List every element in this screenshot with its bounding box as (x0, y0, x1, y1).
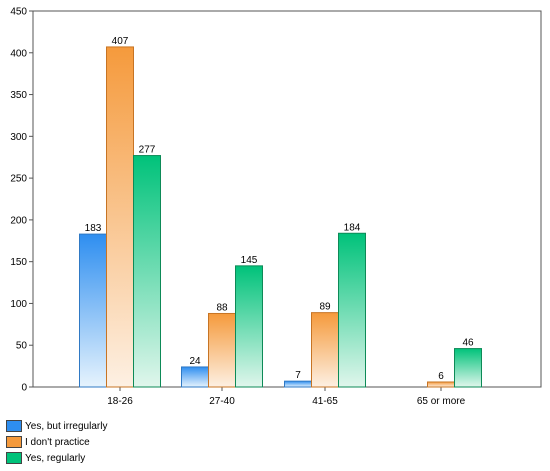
data-label: 145 (241, 255, 258, 266)
legend-item-dont-practice: I don't practice (6, 434, 107, 450)
y-tick-label: 250 (10, 174, 27, 185)
legend-swatch-yes-regularly (6, 452, 22, 464)
data-label: 407 (112, 36, 129, 47)
bar-i-don-t-practice-27-40 (208, 312, 236, 388)
bar-yes-but-irregularly-27-40 (181, 366, 209, 388)
data-label: 277 (139, 145, 156, 156)
bar-yes-regularly-18-26 (133, 155, 161, 388)
data-label: 6 (438, 371, 444, 382)
data-label: 7 (295, 370, 301, 381)
bar-yes-regularly-41-65 (338, 232, 366, 388)
data-label: 184 (344, 222, 361, 233)
legend-label-yes-irregularly: Yes, but irregularly (25, 420, 108, 432)
legend-label-yes-regularly: Yes, regularly (25, 452, 86, 464)
data-label: 183 (85, 223, 102, 234)
y-tick-label: 0 (21, 383, 27, 394)
legend-item-yes-regularly: Yes, regularly (6, 450, 107, 466)
legend-item-yes-irregularly: Yes, but irregularly (6, 418, 107, 434)
x-tick-label: 41-65 (312, 396, 338, 407)
x-tick-label: 65 or more (417, 396, 466, 407)
x-tick-label: 18-26 (107, 396, 133, 407)
y-tick-label: 50 (16, 341, 28, 352)
y-tick-label: 150 (10, 257, 27, 268)
y-tick-label: 400 (10, 48, 27, 59)
bar-i-don-t-practice-18-26 (106, 46, 134, 388)
bar-yes-but-irregularly-41-65 (284, 380, 312, 388)
x-tick-label: 27-40 (209, 396, 235, 407)
legend-swatch-dont-practice (6, 436, 22, 448)
data-label: 89 (319, 302, 331, 313)
bar-i-don-t-practice-65-or-more (427, 381, 455, 388)
y-tick-label: 300 (10, 132, 27, 143)
legend-swatch-yes-irregularly (6, 420, 22, 432)
legend-label-dont-practice: I don't practice (25, 436, 90, 448)
bar-yes-but-irregularly-18-26 (79, 233, 107, 388)
y-tick-label: 200 (10, 215, 27, 226)
data-label: 88 (216, 302, 228, 313)
data-label: 46 (462, 338, 474, 349)
legend: Yes, but irregularly I don't practice Ye… (6, 418, 107, 466)
bar-yes-regularly-27-40 (235, 265, 263, 388)
data-label: 24 (189, 356, 201, 367)
y-tick-label: 350 (10, 90, 27, 101)
bar-i-don-t-practice-41-65 (311, 312, 339, 388)
y-tick-label: 450 (10, 7, 27, 18)
y-tick-label: 100 (10, 299, 27, 310)
bar-yes-regularly-65-or-more (454, 348, 482, 388)
